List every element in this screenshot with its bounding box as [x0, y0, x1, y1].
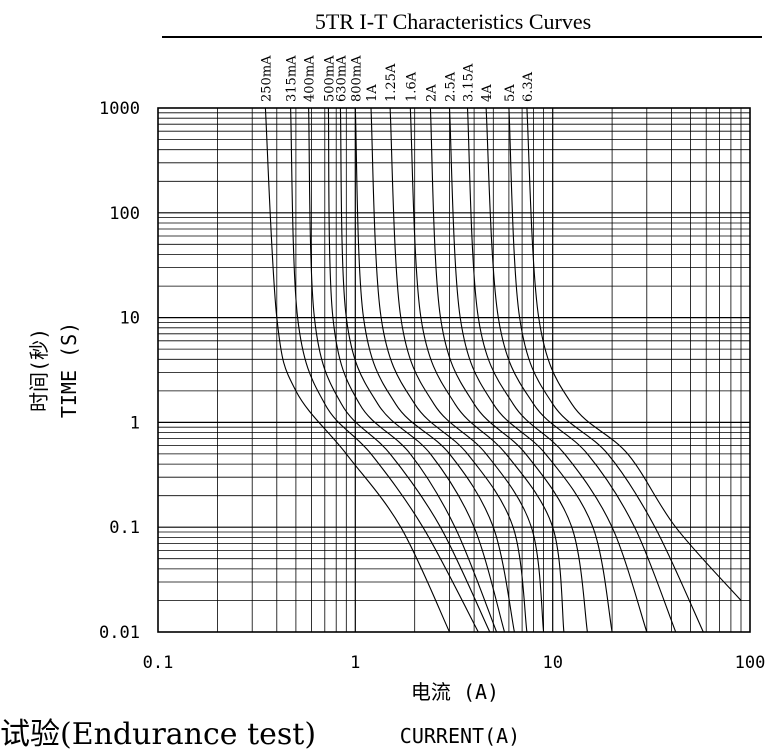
series-label: 3.15A: [462, 63, 477, 102]
y-tick-label: 100: [109, 204, 140, 224]
curve: [354, 107, 515, 633]
y-tick-label: 0.1: [109, 518, 140, 538]
series-label: 1.25A: [384, 63, 399, 102]
series-label: 500mA: [322, 55, 337, 102]
curve: [264, 107, 450, 633]
series-label: 2.5A: [444, 71, 459, 102]
series-label: 250mA: [259, 55, 274, 102]
footer-text: 试验(Endurance test): [0, 717, 317, 752]
curve: [389, 107, 545, 633]
series-label: 5A: [503, 84, 518, 102]
y-tick-label: 1: [130, 413, 140, 433]
series-label: 1.6A: [404, 71, 419, 102]
curve: [508, 107, 704, 633]
series-label: 630mA: [334, 55, 349, 102]
y-tick-label: 10: [120, 309, 140, 329]
curve: [339, 107, 506, 633]
series-label: 400mA: [303, 55, 318, 102]
x-tick-label: 0.1: [143, 653, 174, 673]
curve: [448, 107, 613, 633]
series-label: 1A: [365, 84, 380, 102]
curve: [466, 107, 648, 633]
y-tick-label: 1000: [99, 99, 140, 119]
series-label: 2A: [424, 84, 439, 102]
series-label: 315mA: [285, 55, 300, 102]
curve: [485, 107, 677, 633]
curve: [526, 107, 742, 601]
curves: [264, 107, 742, 633]
x-axis-label-cn: 电流 (A): [411, 680, 499, 704]
y-tick-label: 0.01: [99, 623, 140, 643]
curve: [409, 107, 565, 633]
curve: [370, 107, 528, 633]
curve: [327, 107, 498, 633]
curve: [429, 107, 588, 633]
y-axis-label-en: TIME (S): [57, 322, 81, 418]
curve: [290, 107, 479, 633]
curve: [308, 107, 491, 633]
series-label: 6.3A: [521, 71, 536, 102]
series-label: 4A: [480, 84, 495, 102]
plot-frame: [157, 107, 751, 633]
x-tick-label: 1: [350, 653, 360, 673]
y-axis-label-cn: 时间(秒): [27, 328, 51, 412]
x-tick-label: 10: [542, 653, 562, 673]
series-label: 800mA: [349, 55, 364, 102]
x-tick-label: 100: [735, 653, 766, 673]
y-tick-labels: 1000 100 10 1 0.1 0.01: [99, 99, 140, 643]
x-tick-labels: 0.1 1 10 100: [143, 653, 766, 673]
x-axis-label-en: CURRENT(A): [400, 724, 520, 748]
chart-title: 5TR I-T Characteristics Curves: [315, 9, 591, 34]
